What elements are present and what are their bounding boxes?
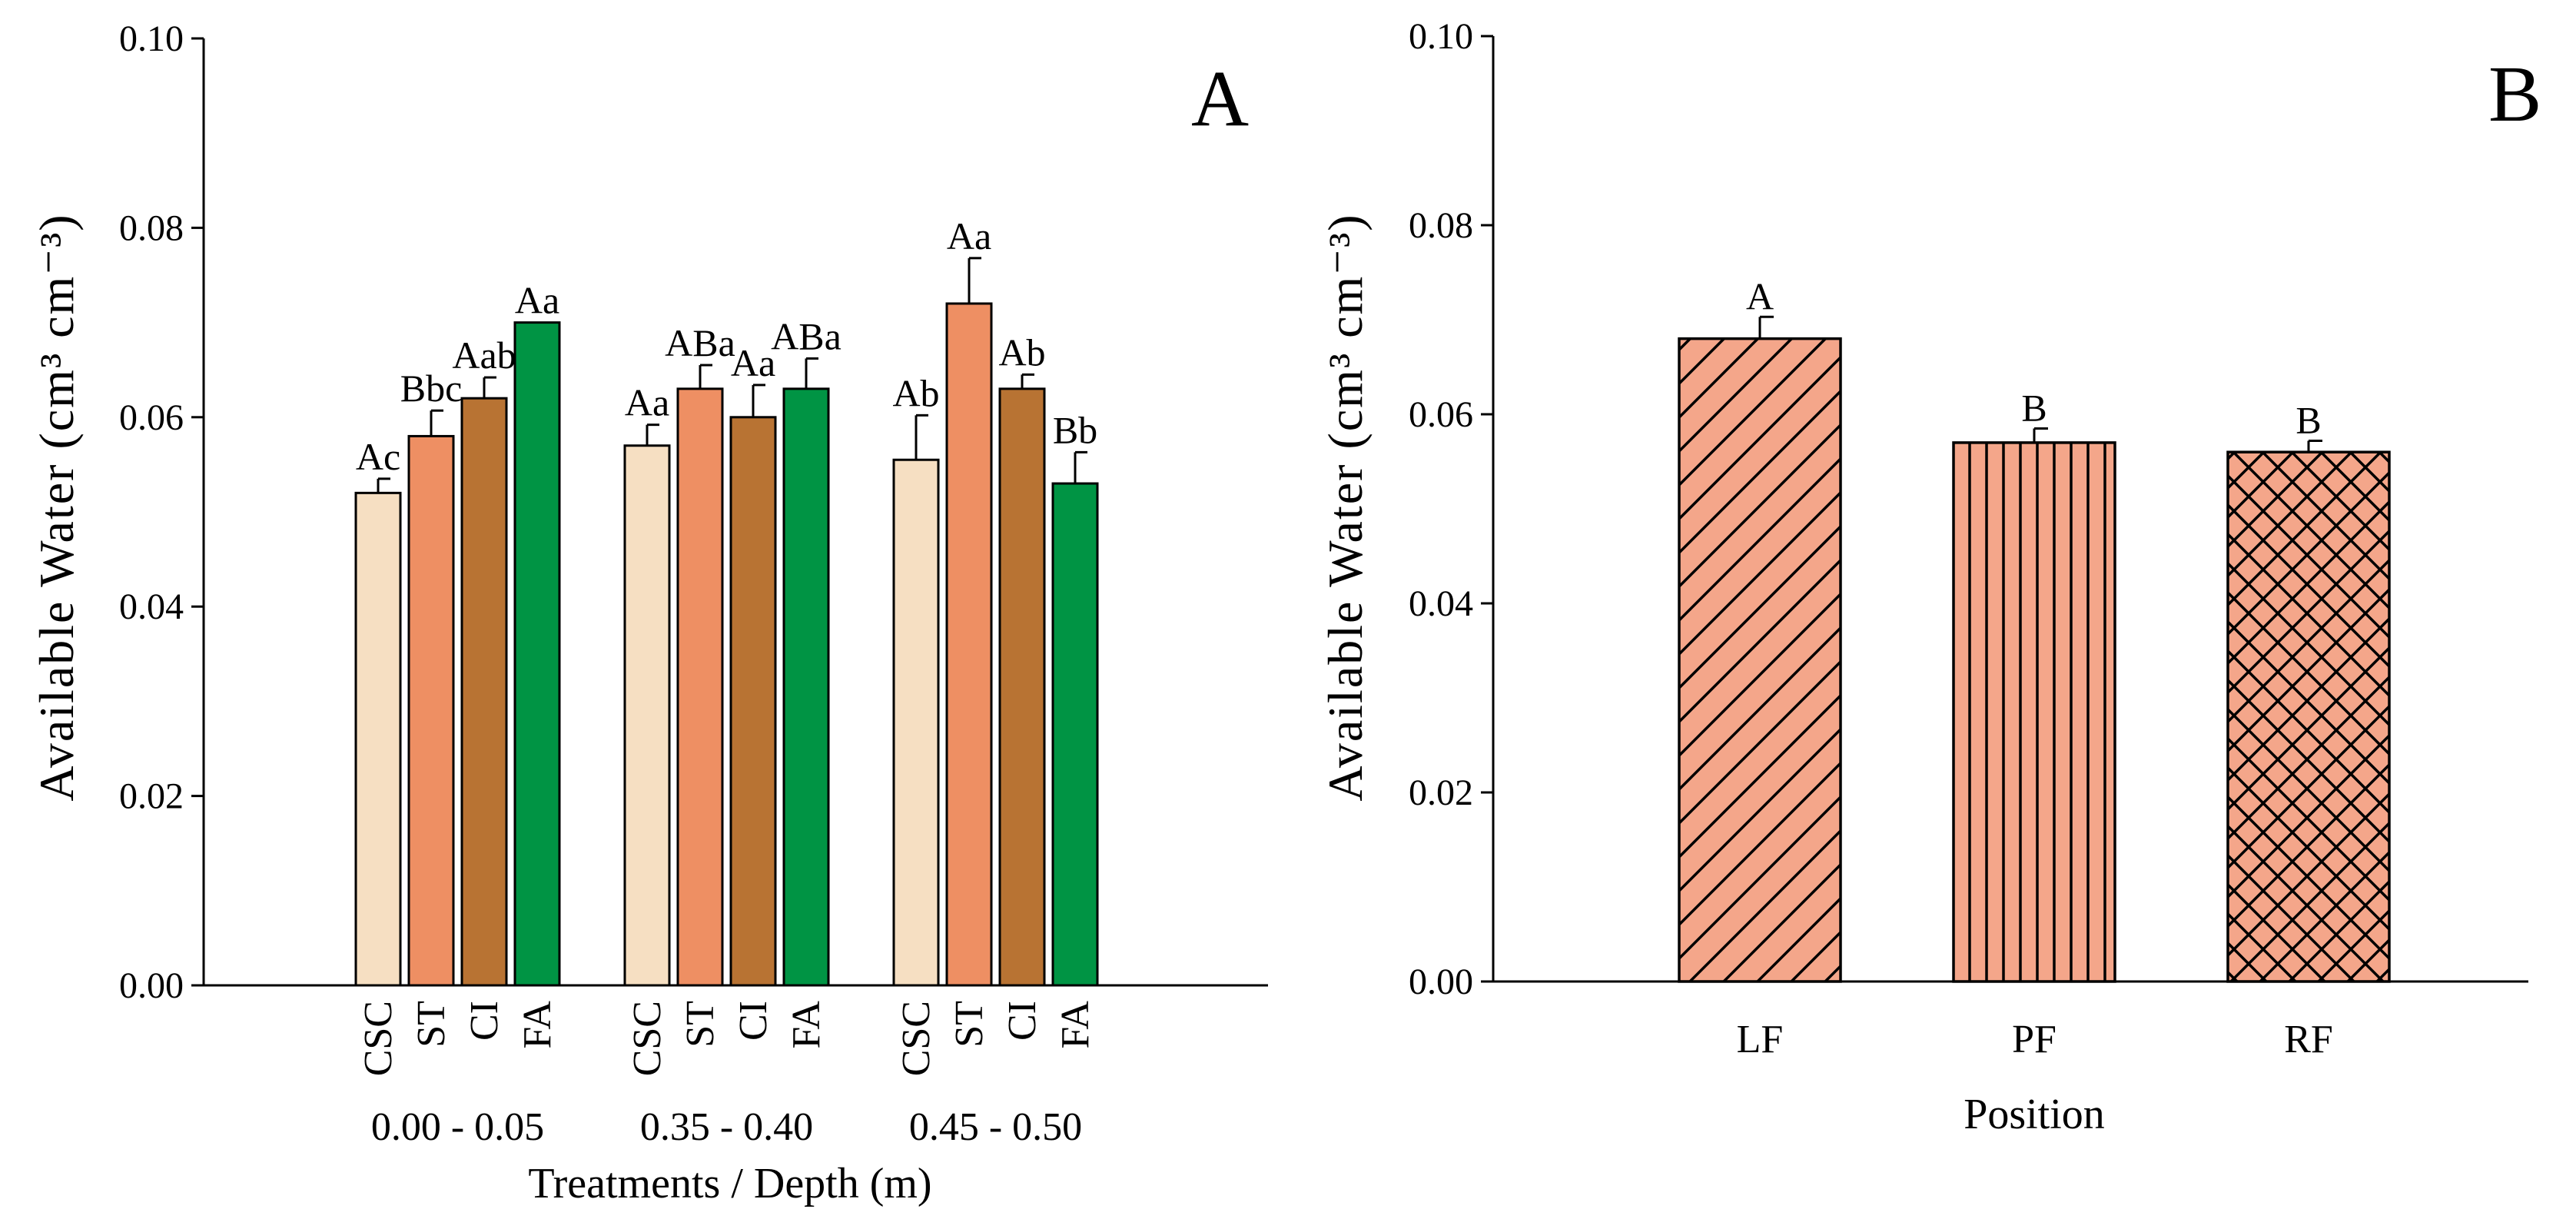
panel-a-significance-label: ABa bbox=[771, 314, 842, 357]
panel-a-significance-label: Ac bbox=[356, 435, 400, 478]
panel-b-significance-label: A bbox=[1746, 274, 1774, 317]
panel-b-category-label: PF bbox=[2012, 1018, 2056, 1061]
panel-a-bar bbox=[945, 302, 993, 987]
panel-a-treatment-label: ST bbox=[948, 1001, 991, 1048]
panel-a-significance-label: Ab bbox=[998, 330, 1045, 374]
panel-a-bar bbox=[623, 444, 671, 987]
panel-b-letter: B bbox=[2488, 50, 2541, 138]
panel-a-treatment-label: CI bbox=[1001, 1001, 1044, 1041]
panel-b-category-label: LF bbox=[1737, 1018, 1784, 1061]
panel-a-bar bbox=[892, 458, 940, 987]
panel-a-significance-label: Ab bbox=[892, 371, 939, 414]
panel-b-bar bbox=[1952, 441, 2116, 983]
panel-a-bar bbox=[354, 491, 402, 987]
panel-a-y-tick-label: 0.02 bbox=[119, 776, 184, 817]
panel-b-y-tick-label: 0.10 bbox=[1409, 16, 1473, 57]
panel-b-bar bbox=[1678, 337, 1842, 983]
panel-a-treatment-label: CSC bbox=[626, 1001, 669, 1076]
panel-b-y-tick-label: 0.06 bbox=[1409, 394, 1473, 435]
panel-a-bar bbox=[998, 387, 1046, 987]
panel-a-treatment-label: FA bbox=[785, 1001, 828, 1049]
panel-b-y-tick-label: 0.08 bbox=[1409, 205, 1473, 246]
panel-a-y-tick-label: 0.10 bbox=[119, 18, 184, 59]
panel-a-y-axis-title: Available Water (cm³ cm⁻³) bbox=[29, 213, 84, 801]
panel-b-y-tick-label: 0.04 bbox=[1409, 583, 1473, 624]
panel-a-y-tick-label: 0.04 bbox=[119, 586, 184, 627]
panel-a-treatment-label: ST bbox=[679, 1001, 722, 1048]
panel-a-significance-label: Aa bbox=[625, 381, 669, 424]
panel-a-treatment-label: CI bbox=[732, 1001, 775, 1041]
panel-a-x-axis-title: Treatments / Depth (m) bbox=[528, 1160, 931, 1207]
panel-b-significance-label: B bbox=[2295, 398, 2321, 441]
panel-a-y-tick-label: 0.00 bbox=[119, 965, 184, 1006]
panel-a-bar bbox=[729, 416, 777, 987]
panel-b-bar bbox=[2226, 450, 2391, 983]
panel-a-treatment-label: ST bbox=[410, 1001, 453, 1048]
panel-a-treatment-label: CSC bbox=[895, 1001, 938, 1076]
panel-a-letter: A bbox=[1191, 55, 1249, 143]
panel-a-bar bbox=[407, 434, 455, 987]
panel-a-treatment-label: FA bbox=[516, 1001, 559, 1049]
panel-a-significance-label: Bbc bbox=[400, 367, 463, 410]
panel-a-depth-label: 0.45 - 0.50 bbox=[909, 1105, 1082, 1149]
panel-a-treatment-label: CI bbox=[463, 1001, 506, 1041]
panel-b-y-tick-label: 0.00 bbox=[1409, 962, 1473, 1002]
panel-a-bar bbox=[513, 321, 561, 987]
panel-a-y-tick-label: 0.06 bbox=[119, 397, 184, 438]
panel-a-significance-label: ABa bbox=[665, 321, 735, 364]
panel-b-y-axis-title: Available Water (cm³ cm⁻³) bbox=[1318, 213, 1373, 801]
panel-a-significance-label: Aa bbox=[515, 279, 559, 322]
panel-b: B Available Water (cm³ cm⁻³) Position 0.… bbox=[1318, 16, 2541, 1138]
panel-a-significance-label: Aa bbox=[731, 341, 775, 384]
panel-a: A Available Water (cm³ cm⁻³) Treatments … bbox=[29, 18, 1268, 1207]
panel-a-depth-label: 0.35 - 0.40 bbox=[640, 1105, 813, 1149]
panel-a-bar bbox=[676, 387, 724, 987]
panel-a-bar bbox=[782, 387, 830, 987]
panel-a-significance-label: Aa bbox=[947, 214, 991, 257]
panel-b-x-axis-title: Position bbox=[1964, 1091, 2105, 1138]
panel-a-treatment-label: CSC bbox=[357, 1001, 400, 1076]
panel-a-treatment-label: FA bbox=[1054, 1001, 1097, 1049]
panel-b-y-tick-label: 0.02 bbox=[1409, 772, 1473, 813]
panel-a-significance-label: Aab bbox=[452, 334, 516, 377]
panel-a-bar bbox=[460, 397, 508, 987]
panel-a-y-tick-label: 0.08 bbox=[119, 208, 184, 248]
panel-b-significance-label: B bbox=[2021, 386, 2047, 429]
panel-a-bar bbox=[1051, 482, 1099, 987]
panel-b-category-label: RF bbox=[2284, 1018, 2333, 1061]
panel-a-significance-label: Bb bbox=[1053, 408, 1097, 451]
panel-a-depth-label: 0.00 - 0.05 bbox=[371, 1105, 544, 1149]
